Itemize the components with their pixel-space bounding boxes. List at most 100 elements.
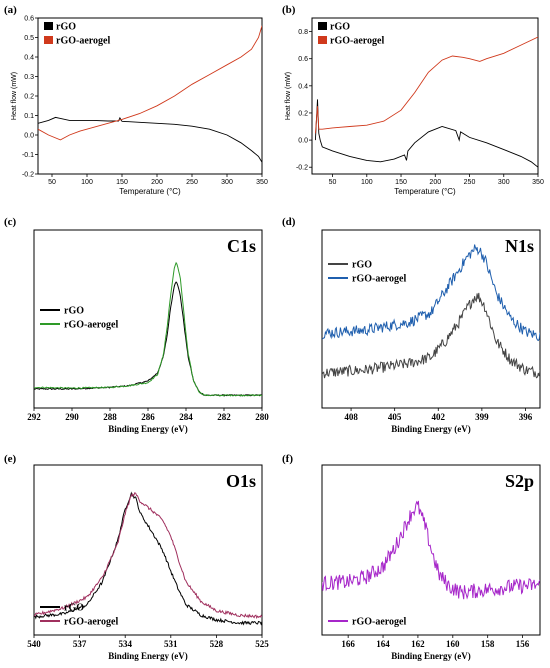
x-tick-label: 290: [65, 412, 79, 422]
series-line-rgo-aerogel: [34, 261, 262, 397]
x-tick-label: 250: [186, 179, 198, 186]
series-line-rgo-aerogel: [38, 25, 262, 141]
x-tick-label: 100: [81, 179, 93, 186]
panel-c: (c) 292 290 288 286 284 282 280 Binding Energy (…: [4, 216, 269, 434]
y-axis-label: Heat flow (mW): [11, 72, 18, 120]
series-line-rgo: [322, 292, 540, 379]
panel-label: (f): [282, 453, 293, 465]
series-line-rgo: [314, 99, 538, 168]
y-tick-label: 0.2: [24, 94, 34, 101]
x-tick-label: 282: [217, 412, 231, 422]
y-tick-label: 0.8: [298, 29, 308, 36]
x-tick-label: 350: [256, 179, 268, 186]
legend-swatch: [44, 22, 53, 30]
panel-d: (d) 408 405 402 399 396 Binding Energy (eV) N1s…: [282, 216, 541, 434]
legend-label: rGO-aerogel: [352, 274, 406, 285]
legend: rGO rGO-aerogel: [44, 22, 110, 47]
x-tick-label: 300: [498, 179, 510, 186]
x-tick-label: 158: [481, 639, 495, 649]
x-tick-label: 292: [27, 412, 41, 422]
panel-label: (b): [282, 4, 296, 16]
legend-label: rGO-aerogel: [352, 617, 406, 628]
x-tick-label: 525: [255, 639, 269, 649]
x-tick-label: 396: [519, 412, 533, 422]
series-line-rgo: [34, 491, 262, 626]
panel-f: (f) 166 164 162 160 158 156 Binding Energy (eV)…: [282, 453, 541, 661]
panel-label: (d): [282, 216, 296, 228]
plot-frame: [321, 229, 541, 409]
legend-label: rGO: [352, 260, 372, 271]
plot-frame: [33, 464, 263, 636]
x-tick-label: 156: [516, 639, 530, 649]
x-tick-label: 150: [395, 179, 407, 186]
x-tick-label: 280: [255, 412, 269, 422]
x-tick-label: 540: [27, 639, 41, 649]
series-line-rgo-aerogel: [314, 36, 538, 134]
legend: rGO rGO-aerogel: [318, 22, 384, 47]
legend-label: rGO-aerogel: [64, 617, 118, 628]
panel-a: (a) 50 100 150 200 250 300 350 -0.2 -0.1 0.0 0.1 0.2…: [4, 4, 268, 196]
x-tick-label: 284: [179, 412, 193, 422]
legend-swatch: [44, 36, 53, 44]
legend-label: rGO: [64, 603, 84, 614]
x-axis-label: Binding Energy (eV): [391, 651, 471, 661]
x-tick-label: 162: [411, 639, 425, 649]
x-tick-label: 402: [432, 412, 446, 422]
core-level-label: C1s: [227, 236, 256, 256]
x-tick-label: 164: [376, 639, 390, 649]
y-tick-label: -0.2: [296, 165, 308, 172]
series-line-rgo: [38, 116, 262, 163]
x-tick-label: 100: [361, 179, 373, 186]
panel-label: (e): [4, 453, 17, 465]
y-tick-label: 0.0: [298, 138, 308, 145]
x-tick-label: 537: [73, 639, 87, 649]
legend-label: rGO-aerogel: [56, 36, 110, 47]
legend-swatch: [318, 22, 327, 30]
series-line-rgo-aerogel: [322, 500, 540, 600]
legend: rGO-aerogel: [328, 617, 406, 628]
plot-frame: [321, 464, 541, 636]
y-tick-label: 0.0: [24, 133, 34, 140]
panel-label: (a): [4, 4, 17, 16]
x-tick-label: 50: [48, 179, 56, 186]
series-line-rgo-aerogel: [34, 492, 262, 620]
x-tick-label: 200: [151, 179, 163, 186]
plot-frame: [311, 17, 539, 175]
x-tick-label: 350: [532, 179, 544, 186]
x-axis-label: Binding Energy (eV): [108, 424, 188, 434]
x-tick-label: 534: [118, 639, 132, 649]
legend: rGO rGO-aerogel: [40, 306, 118, 331]
x-axis-label: Temperature (°C): [119, 187, 181, 196]
y-tick-label: -0.2: [22, 172, 34, 179]
legend-label: rGO-aerogel: [64, 320, 118, 331]
x-tick-label: 150: [116, 179, 128, 186]
y-tick-label: 0.4: [24, 55, 34, 62]
legend: rGO rGO-aerogel: [40, 603, 118, 628]
x-axis-label: Temperature (°C): [394, 187, 456, 196]
series-line-rgo: [34, 281, 262, 397]
core-level-label: N1s: [505, 236, 534, 256]
x-tick-label: 288: [103, 412, 117, 422]
x-tick-label: 399: [475, 412, 489, 422]
x-tick-label: 528: [210, 639, 224, 649]
x-tick-label: 405: [388, 412, 402, 422]
legend-label: rGO-aerogel: [330, 36, 384, 47]
legend-label: rGO: [330, 22, 350, 33]
x-axis-label: Binding Energy (eV): [108, 651, 188, 661]
y-tick-label: 0.6: [298, 56, 308, 63]
x-tick-label: 160: [446, 639, 460, 649]
x-tick-label: 531: [164, 639, 178, 649]
y-tick-label: -0.1: [22, 152, 34, 159]
y-tick-label: 0.5: [24, 35, 34, 42]
y-tick-label: 0.4: [298, 83, 308, 90]
y-tick-label: 0.1: [24, 113, 34, 120]
legend-swatch: [318, 36, 327, 44]
legend: rGO rGO-aerogel: [328, 260, 406, 285]
y-tick-label: 0.3: [24, 74, 34, 81]
legend-label: rGO: [64, 306, 84, 317]
x-tick-label: 166: [341, 639, 355, 649]
x-tick-label: 300: [221, 179, 233, 186]
y-axis-label: Heat flow (mW): [285, 72, 292, 120]
panel-e: (e) 540 537 534 531 528 525 Binding Energy (eV)…: [4, 453, 269, 661]
